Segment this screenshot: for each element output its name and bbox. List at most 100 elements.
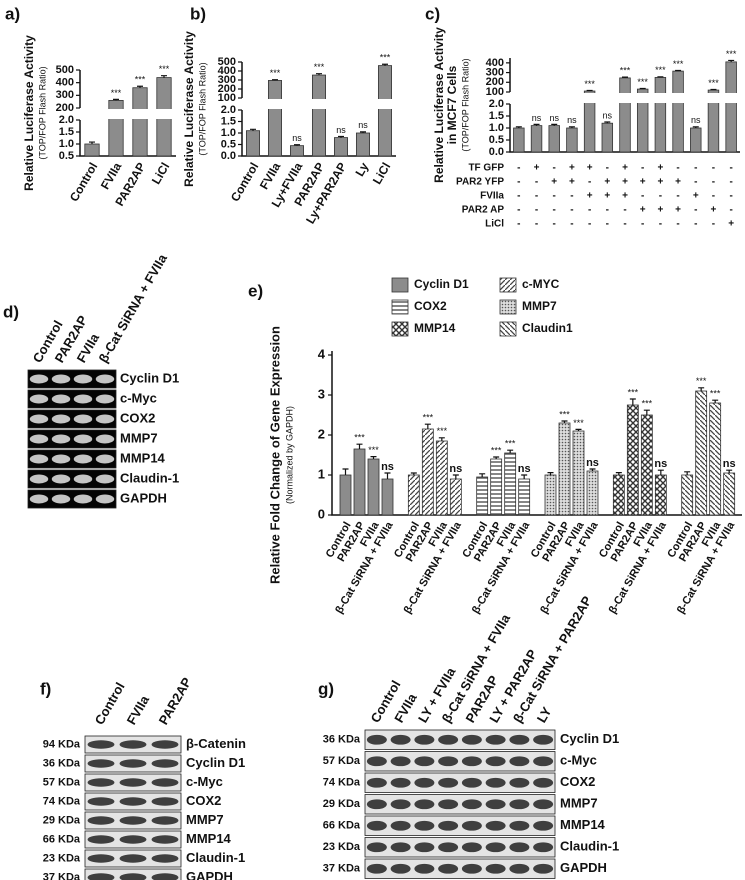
significance: *** [368, 445, 379, 455]
band [533, 756, 554, 767]
band [533, 777, 554, 788]
bar [333, 137, 348, 157]
band [151, 759, 179, 768]
band [438, 820, 459, 831]
band [51, 374, 71, 384]
band [533, 734, 554, 745]
band [366, 820, 387, 831]
error-bar [533, 123, 540, 126]
error-bar [692, 126, 699, 128]
band [438, 734, 459, 745]
blot-strip [27, 389, 117, 409]
y-axis [331, 351, 742, 516]
band [29, 454, 49, 464]
blot-strip [27, 369, 117, 389]
error-bar [370, 456, 377, 459]
significance: *** [696, 376, 707, 386]
significance: ns [381, 461, 394, 473]
legend-label: COX2 [414, 299, 447, 313]
significance: ns [532, 113, 542, 123]
y-tick-label: 2.0 [59, 114, 74, 126]
row-label: Claudin-1 [120, 470, 179, 485]
size-label: 36 KDa [323, 734, 361, 746]
condition-mark: + [675, 177, 681, 188]
y-axis-note: (TOP/FOP Flash Ratio) [197, 62, 207, 155]
band [533, 863, 554, 874]
bar [377, 65, 392, 157]
bar [108, 100, 124, 157]
condition-mark: - [712, 177, 715, 188]
condition-mark: - [641, 163, 644, 174]
error-bar [657, 76, 664, 78]
band [438, 863, 459, 874]
bar [407, 474, 420, 516]
y-tick-label: 200 [218, 83, 236, 95]
y-axis-label: Relative Luciferase Activity [22, 35, 36, 191]
size-label: 23 KDa [323, 841, 361, 853]
legend-swatch [391, 321, 409, 337]
bar [504, 452, 517, 516]
significance: *** [655, 65, 666, 75]
band [366, 777, 387, 788]
condition-mark: - [694, 219, 697, 230]
condition-mark: - [659, 191, 662, 202]
bar [339, 474, 352, 516]
size-label: 74 KDa [43, 795, 81, 807]
band [438, 799, 459, 810]
error-bar [438, 437, 445, 441]
bar [245, 130, 260, 157]
band [51, 474, 71, 484]
condition-mark: + [622, 177, 628, 188]
y-tick-label: 300 [218, 74, 236, 86]
error-bar [382, 63, 388, 66]
significance: *** [637, 77, 648, 87]
lane-label: FVIIa [124, 692, 153, 727]
error-bar [452, 474, 459, 479]
condition-mark: - [535, 219, 538, 230]
size-label: 66 KDa [323, 820, 361, 832]
error-bar [710, 88, 717, 91]
x-tick-label: Control [67, 160, 100, 204]
bar [530, 125, 543, 153]
row-label: MMP7 [560, 796, 598, 811]
band [95, 394, 115, 404]
band [29, 494, 49, 504]
band [95, 494, 115, 504]
y-axis-note: (TOP/FOP Flash Ratio) [37, 66, 47, 159]
error-bar [316, 73, 322, 76]
band [509, 799, 530, 810]
bar [421, 428, 434, 516]
blot-strip [364, 772, 556, 793]
legend-swatch [391, 277, 409, 293]
band [151, 816, 179, 825]
condition-mark: + [675, 205, 681, 216]
condition-mark: - [588, 177, 591, 188]
y-tick-label: 1.0 [59, 138, 74, 150]
error-bar [589, 468, 596, 471]
band [73, 454, 93, 464]
band [73, 414, 93, 424]
bar [681, 474, 694, 516]
error-bar [493, 456, 500, 459]
band [87, 759, 115, 768]
band [533, 820, 554, 831]
significance: ns [567, 115, 577, 125]
condition-mark: - [729, 191, 732, 202]
band [87, 797, 115, 806]
error-bar [622, 76, 628, 78]
band [119, 759, 147, 768]
band [366, 734, 387, 745]
error-bar [604, 121, 611, 124]
band [95, 414, 115, 424]
condition-mark: - [535, 205, 538, 216]
panel-label: g) [318, 679, 334, 698]
band [151, 873, 179, 880]
condition-mark: + [534, 163, 540, 174]
significance: *** [628, 387, 639, 397]
significance: ns [358, 120, 368, 130]
significance: *** [380, 53, 391, 63]
condition-mark: - [535, 191, 538, 202]
y-axis-label: Relative Fold Change of Gene Expression [267, 326, 282, 584]
band [87, 854, 115, 863]
significance: *** [726, 49, 737, 59]
